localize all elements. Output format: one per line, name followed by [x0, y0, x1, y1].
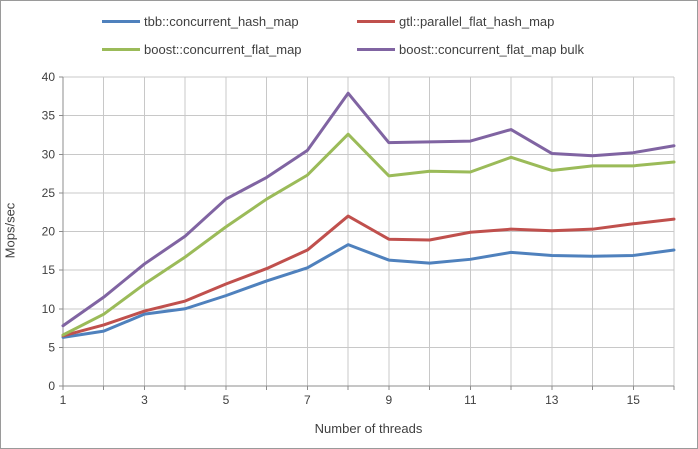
y-tick-label: 35	[42, 109, 56, 123]
legend-line-swatch	[102, 19, 140, 23]
y-tick-label: 40	[42, 70, 56, 84]
y-tick-label: 5	[48, 340, 55, 354]
x-tick-label: 13	[545, 393, 559, 407]
y-tick-label: 20	[42, 225, 56, 239]
legend-label: tbb::concurrent_hash_map	[144, 13, 299, 29]
x-tick-label: 15	[627, 393, 641, 407]
x-axis-title: Number of threads	[314, 421, 423, 436]
y-tick-label: 10	[42, 302, 56, 316]
chart-legend: tbb::concurrent_hash_map gtl::parallel_fl…	[1, 1, 697, 63]
legend-line-swatch	[357, 19, 395, 23]
y-tick-label: 15	[42, 263, 56, 277]
x-tick-label: 3	[141, 393, 148, 407]
x-tick-label: 1	[60, 393, 67, 407]
legend-line-swatch	[357, 47, 395, 51]
series-line-gtl-parallel-flat-hash-map	[61, 214, 676, 338]
legend-label: boost::concurrent_flat_map	[144, 41, 302, 57]
x-tick-label: 11	[464, 393, 477, 407]
legend-line-swatch	[102, 47, 140, 51]
y-tick-label: 30	[42, 147, 56, 161]
legend-label: boost::concurrent_flat_map bulk	[399, 41, 584, 57]
x-tick-label: 5	[223, 393, 230, 407]
legend-label: gtl::parallel_flat_hash_map	[399, 13, 555, 29]
x-tick-label: 9	[386, 393, 393, 407]
legend-item: gtl::parallel_flat_hash_map	[357, 13, 554, 29]
y-axis-title: Mops/sec	[2, 202, 18, 259]
series-line-boost-concurrent-flat-map	[61, 132, 676, 337]
y-tick-label: 0	[48, 379, 55, 393]
legend-item: boost::concurrent_flat_map	[102, 41, 302, 57]
series-line-tbb-concurrent-hash-map	[61, 243, 676, 339]
series-line-boost-concurrent-flat-map-bulk	[61, 91, 676, 328]
legend-item: tbb::concurrent_hash_map	[102, 13, 299, 29]
legend-item: boost::concurrent_flat_map bulk	[357, 41, 584, 57]
y-tick-label: 25	[42, 186, 56, 200]
x-tick-label: 7	[304, 393, 311, 407]
